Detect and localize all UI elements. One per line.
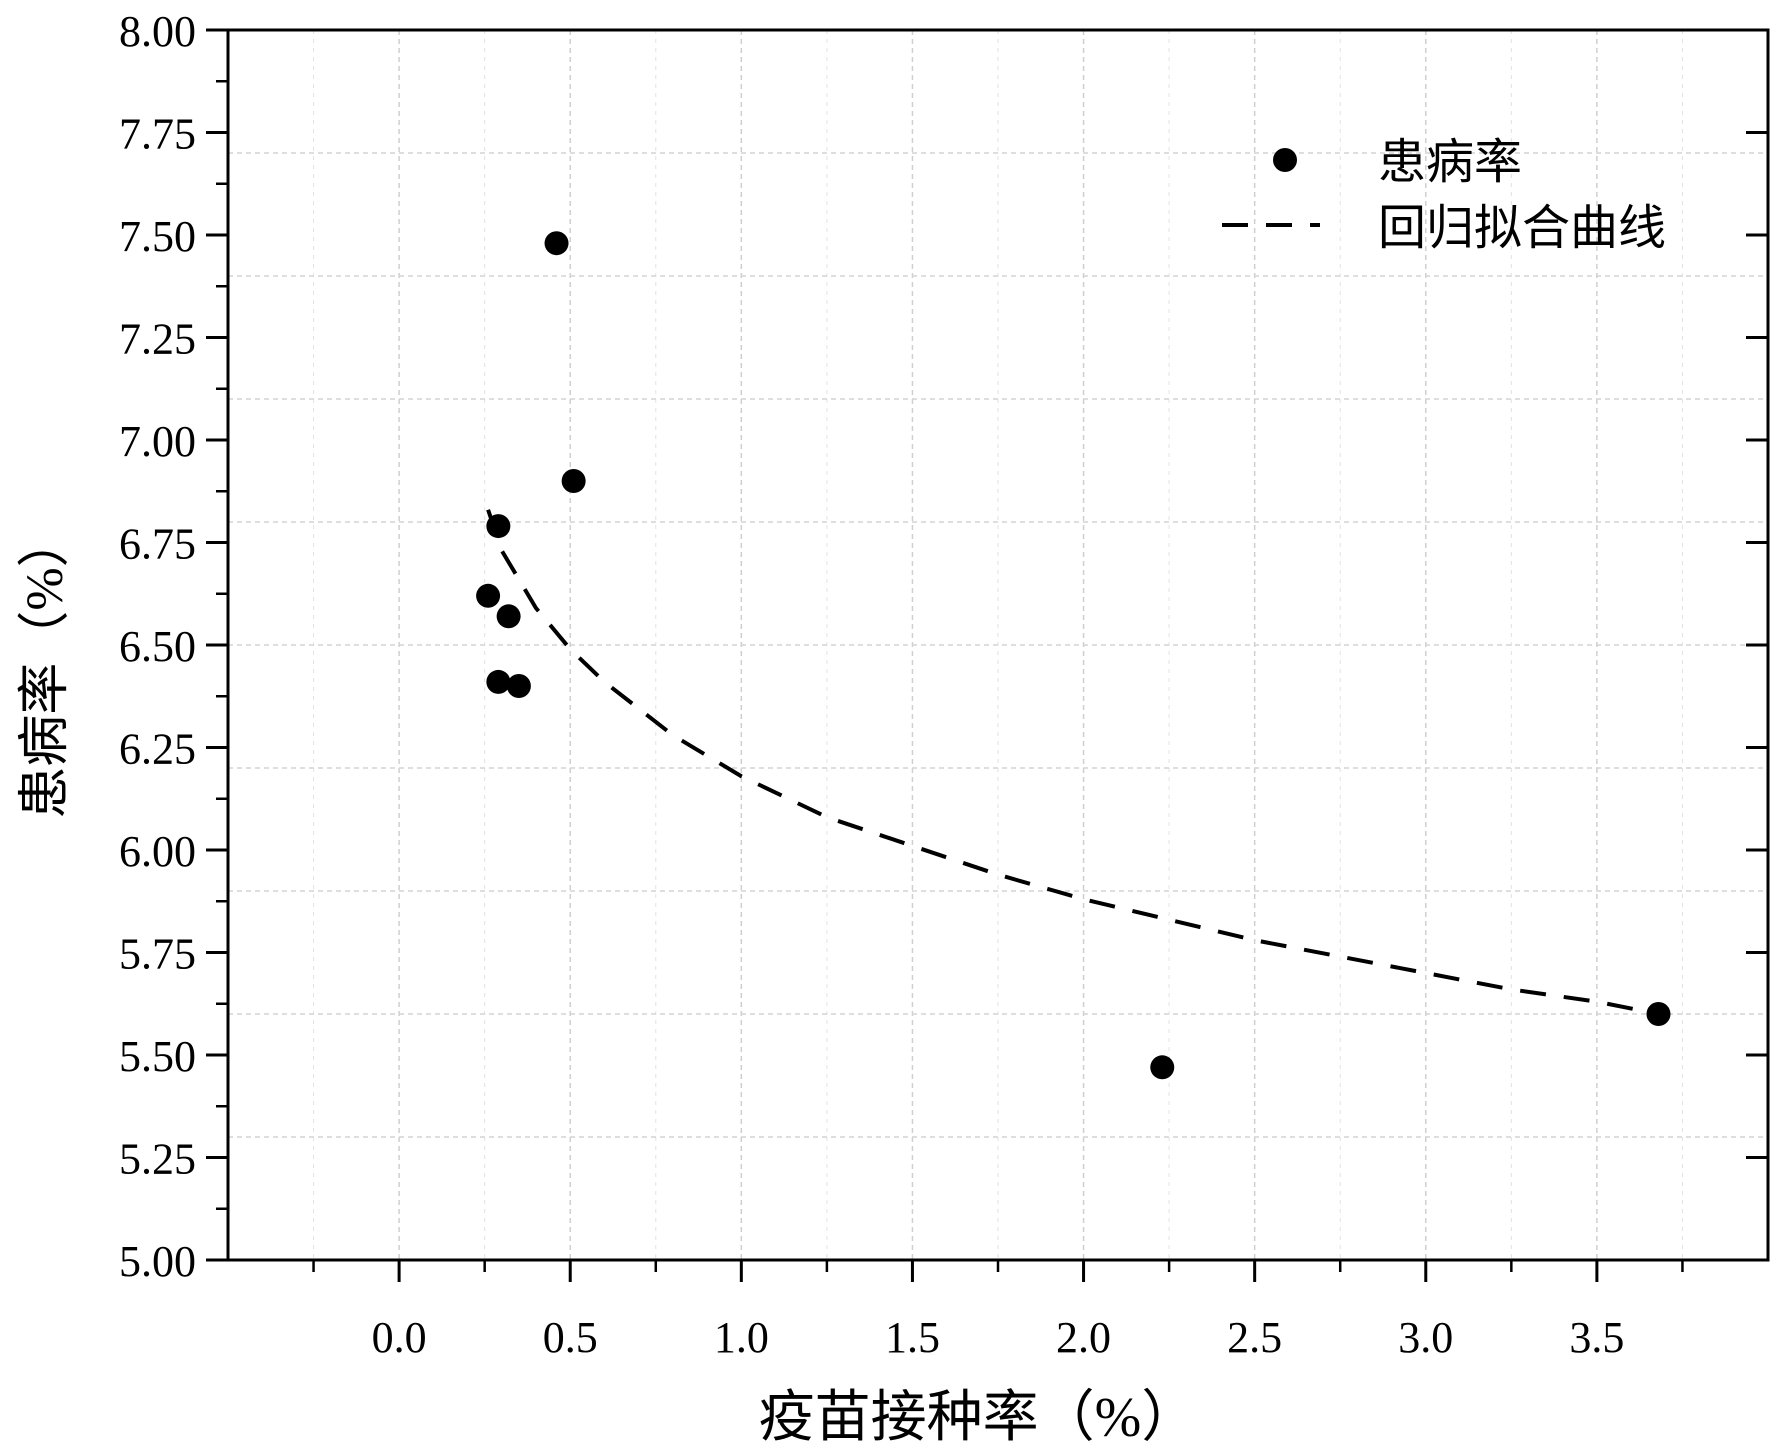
ticks: 5.00 5.25 5.50 5.75 6.00 6.25 6.50 6.75 7.00 7.25… — [119, 7, 1768, 1362]
x-tick-label: 2.0 — [1056, 1313, 1111, 1362]
x-axis-title: 疫苗接种率（%） — [759, 1387, 1198, 1449]
x-tick-label: 1.5 — [885, 1313, 940, 1362]
data-point — [561, 469, 586, 493]
y-tick-label: 5.50 — [119, 1032, 196, 1081]
data-point — [486, 669, 511, 694]
y-tick-label: 6.75 — [119, 520, 196, 569]
legend-label-line: 回归拟合曲线 — [1378, 202, 1666, 255]
data-point — [496, 604, 521, 629]
legend-marker-scatter — [1273, 148, 1297, 172]
y-tick-label: 5.00 — [119, 1237, 196, 1286]
x-tick-label: 3.5 — [1569, 1313, 1624, 1362]
grid — [228, 29, 1768, 1260]
series — [476, 231, 1671, 1080]
data-point — [544, 231, 569, 256]
x-tick-label: 2.5 — [1227, 1313, 1282, 1362]
y-tick-label: 7.25 — [119, 315, 196, 364]
y-tick-label: 6.00 — [119, 827, 196, 876]
y-tick-label: 7.50 — [119, 212, 196, 261]
y-tick-label: 5.75 — [119, 930, 196, 979]
x-tick-label: 3.0 — [1398, 1313, 1453, 1362]
y-tick-label: 6.50 — [119, 622, 196, 671]
y-tick-label: 7.75 — [119, 110, 196, 159]
y-tick-label: 8.00 — [119, 7, 196, 56]
data-point — [506, 674, 531, 698]
data-point — [1150, 1055, 1175, 1080]
x-tick-label: 1.0 — [714, 1313, 769, 1362]
data-point — [476, 583, 501, 608]
legend-label-scatter: 患病率 — [1378, 136, 1522, 189]
regression-curve — [486, 509, 1659, 1016]
x-tick-label: 0.5 — [543, 1313, 598, 1362]
data-point — [486, 514, 511, 539]
data-point — [1646, 1002, 1671, 1026]
x-tick-label: 0.0 — [372, 1313, 427, 1362]
y-tick-label: 6.25 — [119, 725, 196, 774]
y-tick-label: 7.00 — [119, 417, 196, 466]
y-tick-label: 5.25 — [119, 1135, 196, 1184]
y-axis-title: 患病率（%） — [17, 515, 74, 818]
